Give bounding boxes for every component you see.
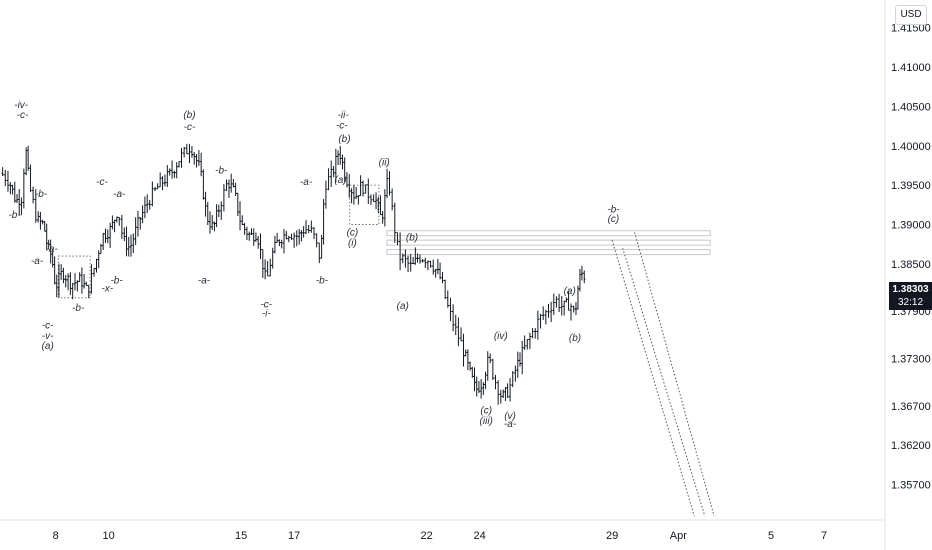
wave-label: -iv- — [14, 100, 29, 111]
wave-label: (iii) — [480, 416, 493, 427]
x-tick-label: 29 — [606, 530, 618, 542]
x-tick-label: 15 — [235, 530, 247, 542]
wave-label: -a- — [31, 256, 44, 267]
y-tick-label: 1.36200 — [891, 440, 931, 452]
y-tick-label: 1.41500 — [891, 23, 931, 35]
projection-line — [622, 248, 706, 517]
x-tick-label: 17 — [288, 530, 300, 542]
wave-label: -b- — [607, 205, 620, 216]
wave-label: -v- — [42, 331, 54, 342]
x-tick-label: 5 — [768, 530, 774, 542]
y-tick-label: 1.38500 — [891, 259, 931, 271]
y-tick-label: 1.35700 — [891, 480, 931, 492]
y-tick-label: 1.36700 — [891, 401, 931, 413]
wave-label: -b- — [72, 303, 85, 314]
wave-label: -c- — [42, 321, 54, 332]
wave-label: (iv) — [494, 331, 508, 342]
wave-label: (c) — [608, 214, 620, 225]
range-box — [57, 255, 91, 299]
wave-label: -b- — [215, 165, 228, 176]
wave-label: -c- — [184, 122, 196, 133]
x-tick-label: 7 — [821, 530, 827, 542]
wave-label: (ii) — [379, 157, 390, 168]
last-price-tag: 1.38303 32:12 — [889, 282, 932, 310]
y-tick-label: 1.40000 — [891, 141, 931, 153]
currency-label: USD — [900, 9, 922, 20]
x-tick-label: 22 — [420, 530, 432, 542]
wave-label: (a) — [564, 286, 576, 297]
wave-label: -c- — [260, 299, 272, 310]
wave-label: -b- — [316, 276, 329, 287]
wave-label: (a) — [397, 301, 409, 312]
wave-label: (i) — [348, 238, 357, 249]
wave-label: -b- — [110, 276, 123, 287]
x-tick-label: 8 — [53, 530, 59, 542]
currency-badge[interactable]: USD — [895, 5, 927, 25]
y-tick-label: 1.37300 — [891, 353, 931, 365]
y-tick-label: 1.39000 — [891, 220, 931, 232]
y-tick-label: 1.41000 — [891, 62, 931, 74]
last-price-value: 1.38303 — [892, 284, 929, 295]
wave-label: -b- — [35, 189, 48, 200]
wave-label: (b) — [569, 333, 581, 344]
y-tick-label: 1.39500 — [891, 180, 931, 192]
projection-line — [634, 232, 715, 517]
wave-label: -a- — [198, 276, 211, 287]
y-tick-label: 1.40500 — [891, 101, 931, 113]
range-box — [349, 184, 380, 225]
wave-label: (b) — [338, 134, 350, 145]
wave-label: (b) — [183, 110, 195, 121]
resistance-band — [386, 230, 711, 237]
wave-label: -b- — [8, 210, 21, 221]
resistance-band — [386, 239, 711, 246]
projection-line — [611, 240, 695, 517]
wave-label: -a- — [300, 177, 313, 188]
resistance-band — [386, 249, 711, 256]
wave-label: (v) — [504, 411, 516, 422]
x-tick-label: 24 — [473, 530, 485, 542]
wave-label: -c- — [96, 177, 108, 188]
wave-label: -a- — [46, 244, 59, 255]
wave-label: -a- — [504, 419, 517, 430]
wave-label: -a- — [113, 189, 126, 200]
wave-label: (a) — [334, 175, 346, 186]
x-tick-label: Apr — [670, 530, 687, 542]
wave-label: -x- — [101, 284, 113, 295]
wave-label: -i- — [262, 309, 272, 320]
wave-label: -c- — [17, 110, 29, 121]
wave-label: (b) — [406, 232, 418, 243]
bar-countdown: 32:12 — [897, 297, 924, 308]
wave-label: (c) — [347, 228, 359, 239]
wave-label: (a) — [42, 341, 54, 352]
wave-label: -c- — [336, 120, 348, 131]
wave-label: (c) — [480, 406, 492, 417]
wave-label: -ii- — [338, 110, 350, 121]
x-tick-label: 10 — [103, 530, 115, 542]
